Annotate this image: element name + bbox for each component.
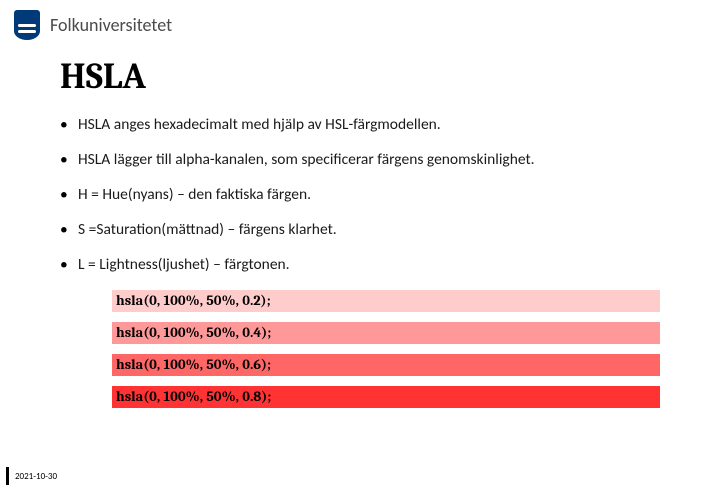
footer-date: 2021-10-30 — [15, 471, 57, 482]
bullet-item: S =Saturation(mättnad) – färgens klarhet… — [60, 220, 660, 241]
logo-wave-icon — [18, 30, 36, 33]
header: Folkuniversitetet — [0, 0, 720, 46]
org-name: Folkuniversitetet — [50, 14, 172, 36]
swatch-list: hsla(0, 100%, 50%, 0.2); hsla(0, 100%, 5… — [60, 290, 660, 408]
content: HSLA HSLA anges hexadecimalt med hjälp a… — [0, 46, 720, 408]
bullet-item: L = Lightness(ljushet) – färgtonen. — [60, 255, 660, 276]
color-swatch: hsla(0, 100%, 50%, 0.6); — [112, 354, 660, 376]
footer-bar-icon — [6, 467, 9, 485]
color-swatch: hsla(0, 100%, 50%, 0.8); — [112, 386, 660, 408]
logo-shield-icon — [14, 10, 40, 40]
color-swatch: hsla(0, 100%, 50%, 0.4); — [112, 322, 660, 344]
bullet-list: HSLA anges hexadecimalt med hjälp av HSL… — [60, 115, 660, 276]
bullet-item: HSLA anges hexadecimalt med hjälp av HSL… — [60, 115, 660, 136]
bullet-item: H = Hue(nyans) – den faktiska färgen. — [60, 185, 660, 206]
slide: Folkuniversitetet HSLA HSLA anges hexade… — [0, 0, 720, 501]
logo-wave-icon — [18, 24, 36, 27]
color-swatch: hsla(0, 100%, 50%, 0.2); — [112, 290, 660, 312]
page-title: HSLA — [60, 56, 660, 97]
footer: 2021-10-30 — [6, 467, 57, 485]
bullet-item: HSLA lägger till alpha-kanalen, som spec… — [60, 150, 660, 171]
